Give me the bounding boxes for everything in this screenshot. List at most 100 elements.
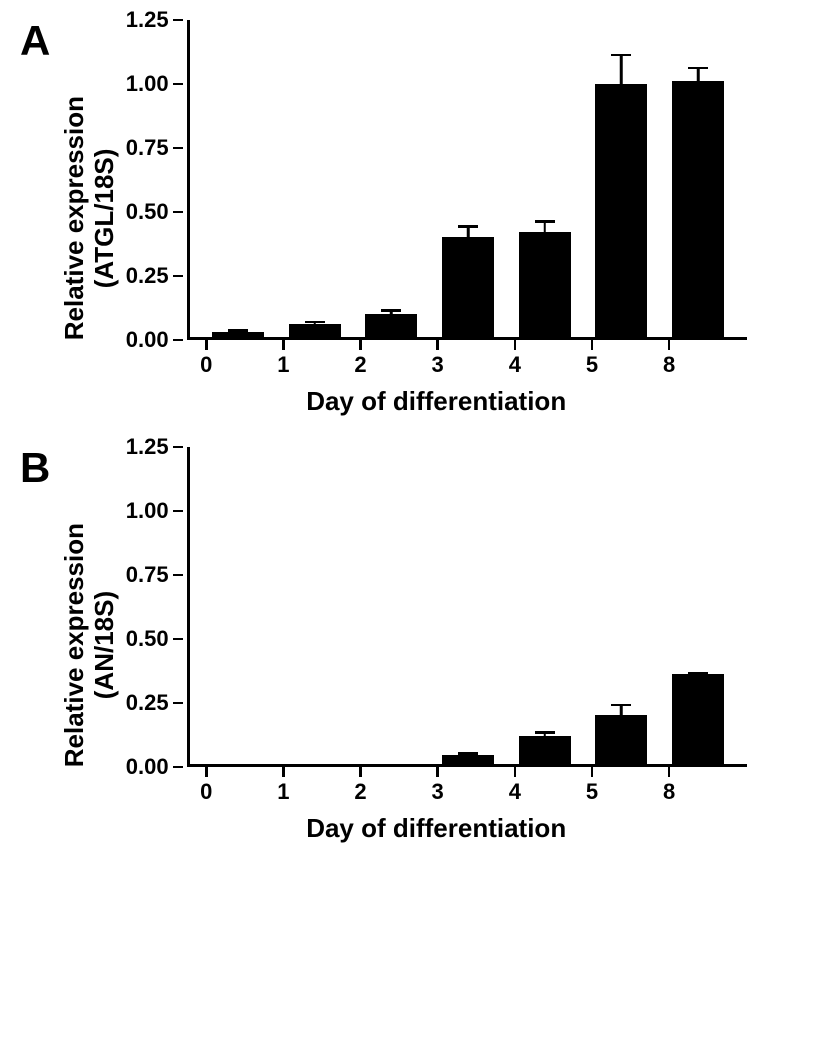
error-cap bbox=[381, 309, 401, 312]
xtick: 8 bbox=[643, 767, 695, 805]
panel-b-chart: Relative expression (AN/18S) 1.251.000.7… bbox=[60, 447, 747, 844]
xtick: 2 bbox=[335, 767, 387, 805]
ytick-mark bbox=[173, 446, 183, 449]
error-bar bbox=[544, 222, 547, 232]
ytick-mark bbox=[173, 574, 183, 577]
panel-a-chart: Relative expression (ATGL/18S) 1.251.000… bbox=[60, 20, 747, 417]
xtick: 8 bbox=[643, 340, 695, 378]
xtick-label: 3 bbox=[432, 352, 444, 378]
bar bbox=[289, 324, 341, 337]
panel-a-xlabel: Day of differentiation bbox=[306, 386, 566, 417]
ytick-mark bbox=[173, 339, 183, 342]
bar bbox=[442, 755, 494, 764]
xtick-label: 3 bbox=[432, 779, 444, 805]
error-cap bbox=[611, 704, 631, 707]
xtick-mark bbox=[591, 340, 594, 350]
error-cap bbox=[535, 220, 555, 223]
xtick-mark bbox=[668, 340, 671, 350]
ytick-mark bbox=[173, 510, 183, 513]
xtick-label: 1 bbox=[277, 352, 289, 378]
xtick-label: 8 bbox=[663, 352, 675, 378]
xtick-mark bbox=[359, 340, 362, 350]
panel-b-chart-col: 1.251.000.750.500.250.00 0123458 Day of … bbox=[126, 447, 747, 844]
bar bbox=[442, 237, 494, 337]
xtick-mark bbox=[514, 340, 517, 350]
ytick-mark bbox=[173, 702, 183, 705]
xtick: 1 bbox=[257, 767, 309, 805]
panel-a-plot-row: 1.251.000.750.500.250.00 bbox=[126, 20, 747, 340]
xtick: 1 bbox=[257, 340, 309, 378]
error-cap bbox=[458, 752, 478, 755]
xtick-mark bbox=[205, 340, 208, 350]
xtick-label: 8 bbox=[663, 779, 675, 805]
bar-slot bbox=[442, 237, 494, 337]
xtick: 5 bbox=[566, 340, 618, 378]
xtick: 4 bbox=[489, 340, 541, 378]
xtick-mark bbox=[205, 767, 208, 777]
panel-a-yticks: 1.251.000.750.500.250.00 bbox=[126, 20, 183, 340]
bar bbox=[212, 332, 264, 337]
xtick-label: 0 bbox=[200, 779, 212, 805]
panel-a-plot-area bbox=[187, 20, 747, 340]
bar bbox=[519, 232, 571, 337]
ytick-mark bbox=[173, 83, 183, 86]
panel-b-xticks: 0123458 bbox=[158, 767, 718, 805]
bar-slot bbox=[212, 332, 264, 337]
xtick-mark bbox=[282, 340, 285, 350]
panel-b-ylabel-line1: Relative expression bbox=[59, 523, 89, 767]
error-bar bbox=[620, 705, 623, 715]
panel-a-ylabel: Relative expression (ATGL/18S) bbox=[60, 96, 120, 340]
panel-a: A Relative expression (ATGL/18S) 1.251.0… bbox=[20, 20, 799, 417]
xtick-mark bbox=[668, 767, 671, 777]
ytick-mark bbox=[173, 275, 183, 278]
panel-a-xticks: 0 1 2 3 4 5 8 bbox=[158, 340, 718, 378]
xtick: 3 bbox=[412, 340, 464, 378]
xtick-mark bbox=[436, 340, 439, 350]
panel-b-bars bbox=[190, 447, 747, 764]
xtick-mark bbox=[436, 767, 439, 777]
bar-slot bbox=[595, 84, 647, 337]
xtick-mark bbox=[282, 767, 285, 777]
panel-b-yticks: 1.251.000.750.500.250.00 bbox=[126, 447, 183, 767]
xtick-label: 0 bbox=[200, 352, 212, 378]
panel-b-ylabel: Relative expression (AN/18S) bbox=[60, 523, 120, 767]
bar bbox=[595, 84, 647, 337]
panel-a-ylabel-line1: Relative expression bbox=[59, 96, 89, 340]
bar bbox=[519, 736, 571, 764]
ytick-mark bbox=[173, 19, 183, 22]
bar bbox=[672, 674, 724, 764]
bar-slot bbox=[289, 324, 341, 337]
ytick-mark bbox=[173, 766, 183, 769]
ytick-mark bbox=[173, 147, 183, 150]
xtick-label: 5 bbox=[586, 352, 598, 378]
panel-b-label: B bbox=[20, 447, 60, 489]
panel-a-chart-col: 1.251.000.750.500.250.00 0 1 2 3 4 5 8 Day of … bbox=[126, 20, 747, 417]
bar-slot bbox=[672, 674, 724, 764]
xtick: 0 bbox=[180, 340, 232, 378]
bar-slot bbox=[595, 715, 647, 764]
panel-b-plot-row: 1.251.000.750.500.250.00 bbox=[126, 447, 747, 767]
panel-a-label: A bbox=[20, 20, 60, 62]
bar-slot bbox=[519, 736, 571, 764]
error-cap bbox=[688, 67, 708, 70]
error-bar bbox=[697, 68, 700, 81]
ytick-mark bbox=[173, 638, 183, 641]
xtick-mark bbox=[359, 767, 362, 777]
bar-slot bbox=[365, 314, 417, 337]
xtick-label: 2 bbox=[354, 352, 366, 378]
panel-a-bars bbox=[190, 20, 747, 337]
error-cap bbox=[458, 225, 478, 228]
error-bar bbox=[467, 227, 470, 237]
xtick-label: 5 bbox=[586, 779, 598, 805]
error-cap bbox=[305, 321, 325, 324]
panel-a-ylabel-line2: (ATGL/18S) bbox=[89, 149, 119, 289]
xtick-mark bbox=[514, 767, 517, 777]
xtick-label: 4 bbox=[509, 352, 521, 378]
xtick: 0 bbox=[180, 767, 232, 805]
error-cap bbox=[611, 54, 631, 57]
bar bbox=[672, 81, 724, 337]
error-bar bbox=[620, 55, 623, 83]
bar-slot bbox=[519, 232, 571, 337]
error-cap bbox=[688, 672, 708, 675]
error-cap bbox=[228, 329, 248, 332]
